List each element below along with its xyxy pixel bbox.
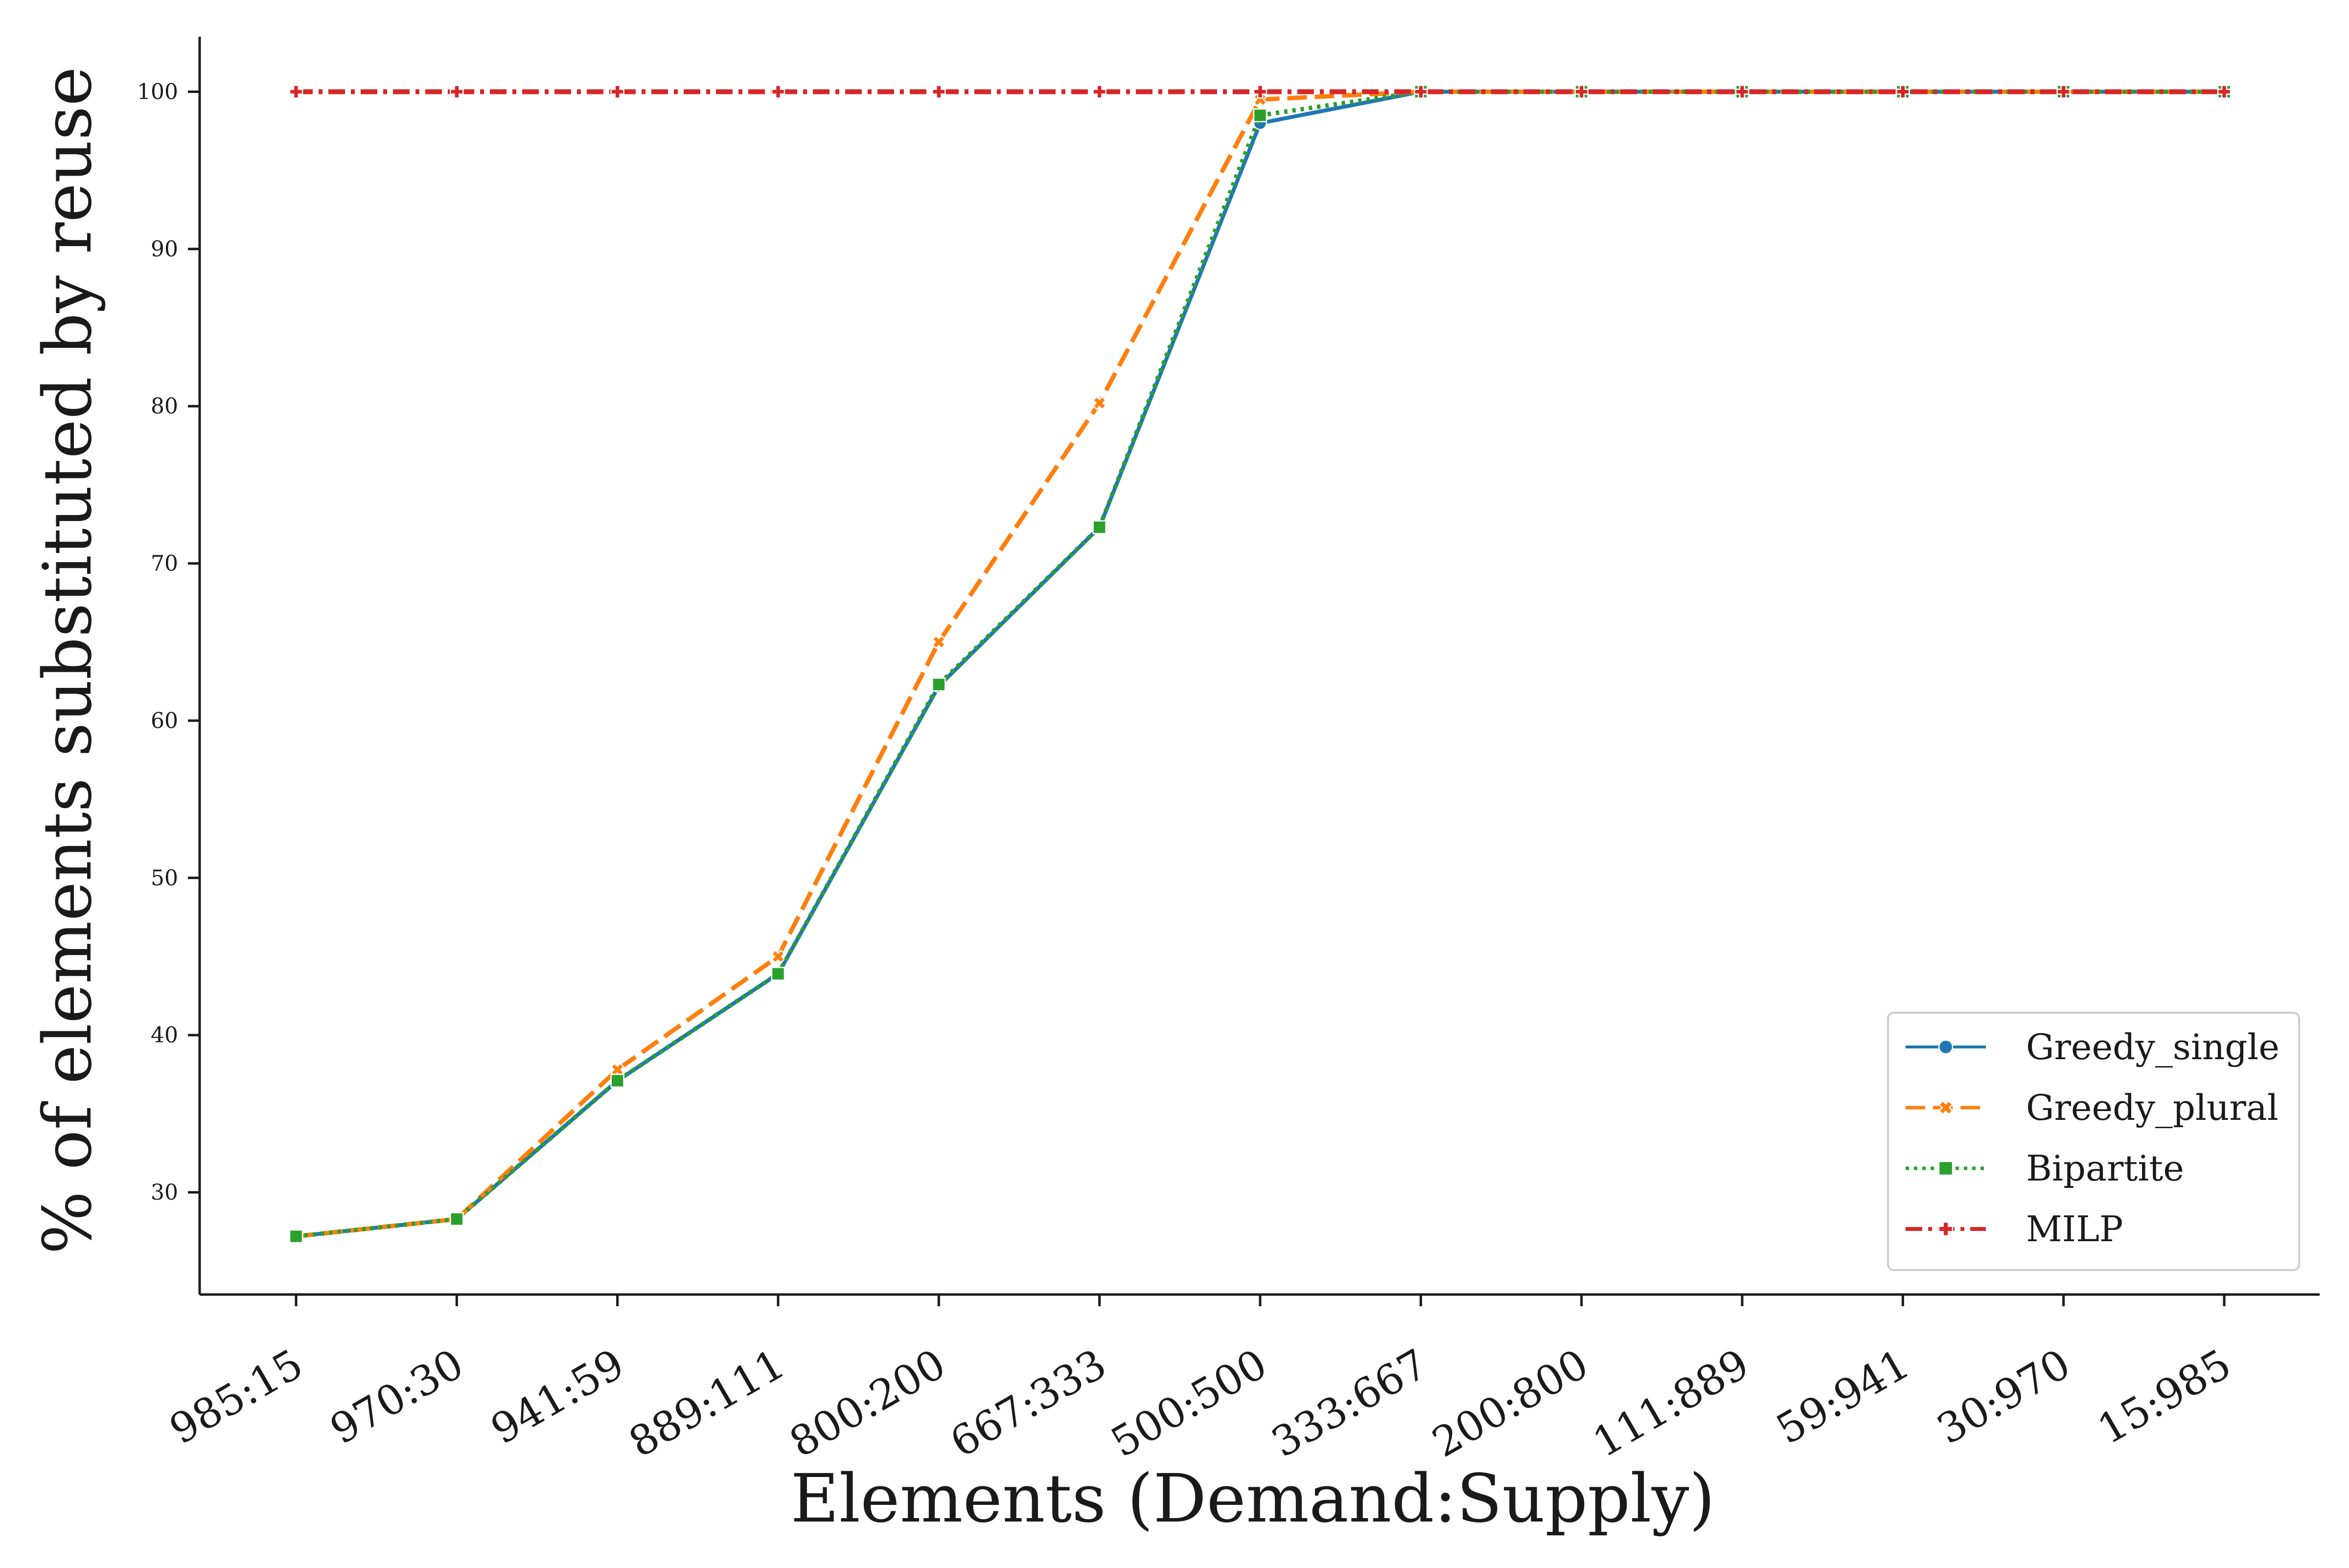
- data-point-greedy-plural: [771, 949, 785, 964]
- legend-label-milp: MILP: [2026, 1208, 2123, 1250]
- legend-frame: [1887, 1012, 2300, 1271]
- legend-label-greedy-single: Greedy_single: [2026, 1026, 2280, 1068]
- legend-marker-greedy-plural: [1938, 1100, 1954, 1115]
- y-axis-title: % of elements substituted by reuse: [29, 67, 107, 1254]
- data-point-bipartite: [1253, 108, 1267, 122]
- data-point-bipartite: [932, 677, 946, 692]
- y-tick-label: 30: [151, 1180, 178, 1205]
- legend: Greedy_single Greedy_plural Bipartite MILP: [1887, 1012, 2300, 1271]
- series-layer: [289, 85, 2232, 1244]
- data-point-milp: [2056, 85, 2071, 99]
- data-point-bipartite: [771, 967, 785, 981]
- y-tick-label: 70: [151, 551, 178, 576]
- data-point-milp: [289, 85, 303, 99]
- data-point-milp: [610, 85, 624, 99]
- legend-marker-milp: [1938, 1221, 1954, 1237]
- data-point-bipartite: [610, 1073, 624, 1088]
- legend-marker-greedy-single: [1938, 1039, 1954, 1055]
- x-axis-title: Elements (Demand:Supply): [790, 1460, 1715, 1538]
- y-tick-label: 50: [151, 865, 178, 890]
- legend-entry-greedy-plural: Greedy_plural: [1906, 1087, 2279, 1128]
- data-point-bipartite: [450, 1212, 464, 1226]
- y-tick-label: 60: [151, 708, 178, 733]
- legend-marker-bipartite: [1938, 1160, 1954, 1176]
- data-point-greedy-plural: [1092, 396, 1107, 410]
- legend-entry-milp: MILP: [1906, 1208, 2123, 1250]
- data-point-milp: [2217, 85, 2232, 99]
- data-point-milp: [932, 85, 946, 99]
- data-point-milp: [1092, 85, 1106, 99]
- legend-label-bipartite: Bipartite: [2026, 1148, 2184, 1189]
- legend-entry-greedy-single: Greedy_single: [1906, 1026, 2280, 1068]
- data-point-milp: [1253, 85, 1267, 99]
- data-point-greedy-plural: [931, 635, 946, 649]
- y-tick-label: 90: [151, 237, 178, 262]
- data-point-bipartite: [289, 1229, 303, 1244]
- data-point-milp: [1735, 85, 1750, 99]
- legend-label-greedy-plural: Greedy_plural: [2026, 1087, 2279, 1128]
- data-point-milp: [450, 85, 464, 99]
- y-tick-label: 40: [151, 1023, 178, 1048]
- data-point-milp: [1414, 85, 1428, 99]
- data-point-milp: [1574, 85, 1589, 99]
- y-tick-label: 80: [151, 394, 178, 419]
- data-point-milp: [771, 85, 785, 99]
- data-point-milp: [1896, 85, 1910, 99]
- series-milp: [289, 85, 2232, 99]
- y-tick-label: 100: [137, 79, 178, 104]
- data-point-bipartite: [1092, 520, 1106, 534]
- legend-entry-bipartite: Bipartite: [1906, 1148, 2184, 1189]
